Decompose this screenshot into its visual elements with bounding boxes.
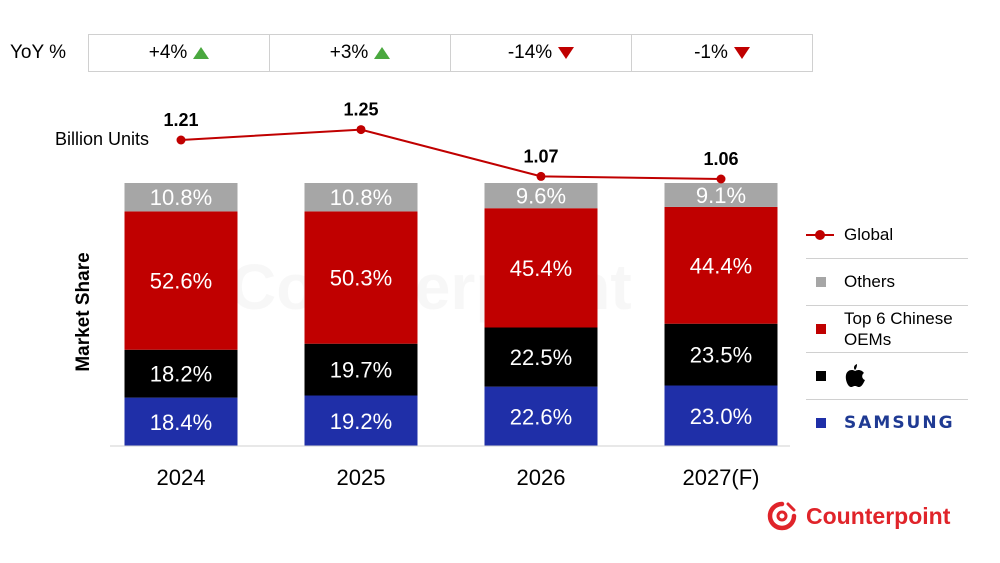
yoy-cell-2024: +4% [88,34,270,72]
line-marker-icon [806,228,834,242]
legend-swatch-apple [816,371,826,381]
legend-swatch-others [816,277,826,287]
x-tick-label: 2026 [517,465,566,490]
yoy-cell-2027: -1% [632,34,813,72]
data-label: 18.2% [150,362,212,387]
bar-segment [124,183,238,212]
counterpoint-logo-icon [767,501,797,531]
up-arrow-icon [374,47,391,59]
bar-segment [664,385,778,446]
yoy-value-2026: -14% [507,42,553,63]
bar-segment [304,395,418,446]
legend-item-others: Others [806,259,968,306]
bar-segment [124,349,238,398]
legend-swatch-chinese [816,324,826,334]
line-value-label: 1.21 [163,110,198,130]
data-label: 9.1% [696,183,746,208]
line-point [356,125,366,135]
bar-segment [664,206,778,324]
legend-item-global: Global [806,212,968,259]
bar-segment [124,211,238,350]
data-label: 44.4% [690,253,752,278]
legend: Global Others Top 6 Chinese OEMs SAMSUNG [806,212,968,446]
bar-segment [484,386,598,446]
line-point [716,174,726,184]
data-label: 45.4% [510,256,572,281]
yoy-label: YoY % [10,42,66,63]
data-label: 50.3% [330,266,392,291]
samsung-logo: SAMSUNG [844,413,955,433]
bar-segment [664,323,778,386]
data-label: 19.7% [330,358,392,383]
yoy-value-2027: -1% [694,42,728,63]
data-label: 18.4% [150,410,212,435]
legend-item-apple [806,353,968,400]
legend-label-chinese-line2: OEMs [844,330,892,349]
data-label: 9.6% [516,184,566,209]
bar-segment [664,183,778,207]
bar-segment [484,208,598,328]
data-label: 23.5% [690,343,752,368]
line-unit-label: Billion Units [55,129,149,149]
legend-swatch-samsung [816,418,826,428]
bar-segment [484,327,598,387]
line-point [176,135,186,145]
x-tick-label: 2024 [157,465,206,490]
line-value-label: 1.07 [523,146,558,166]
down-arrow-icon [733,47,750,59]
yoy-cell-2025: +3% [270,34,451,72]
yoy-value-2024: +4% [148,42,188,63]
legend-item-chinese: Top 6 Chinese OEMs [806,306,968,353]
yoy-table: YoY % +4% +3% -14% -1% [10,34,813,72]
data-label: 52.6% [150,269,212,294]
data-label: 19.2% [330,409,392,434]
yoy-value-2025: +3% [329,42,369,63]
global-line [180,128,722,180]
up-arrow-icon [193,47,210,59]
brand-logo: Counterpoint [766,500,950,532]
bar-segment [304,343,418,396]
legend-label-global: Global [844,225,894,244]
line-value-label: 1.25 [343,100,378,120]
line-point [536,171,546,181]
data-label: 23.0% [690,404,752,429]
brand-name: Counterpoint [806,502,951,529]
data-label: 10.8% [150,185,212,210]
x-tick-label: 2025 [337,465,386,490]
legend-label-others: Others [844,272,896,291]
x-tick-label: 2027(F) [682,465,759,490]
bar-segment [484,183,598,209]
data-label: 22.6% [510,404,572,429]
legend-item-samsung: SAMSUNG [806,400,968,446]
legend-label-chinese-line1: Top 6 Chinese [844,309,953,328]
yoy-cell-2026: -14% [451,34,632,72]
y-axis-label: Market Share [73,252,94,371]
bar-segment [304,211,418,344]
bar-segment [124,397,238,446]
line-value-label: 1.06 [703,149,738,169]
data-label: 22.5% [510,345,572,370]
data-label: 10.8% [330,185,392,210]
bar-segment [304,183,418,212]
apple-logo-icon [845,364,865,387]
down-arrow-icon [558,47,575,59]
